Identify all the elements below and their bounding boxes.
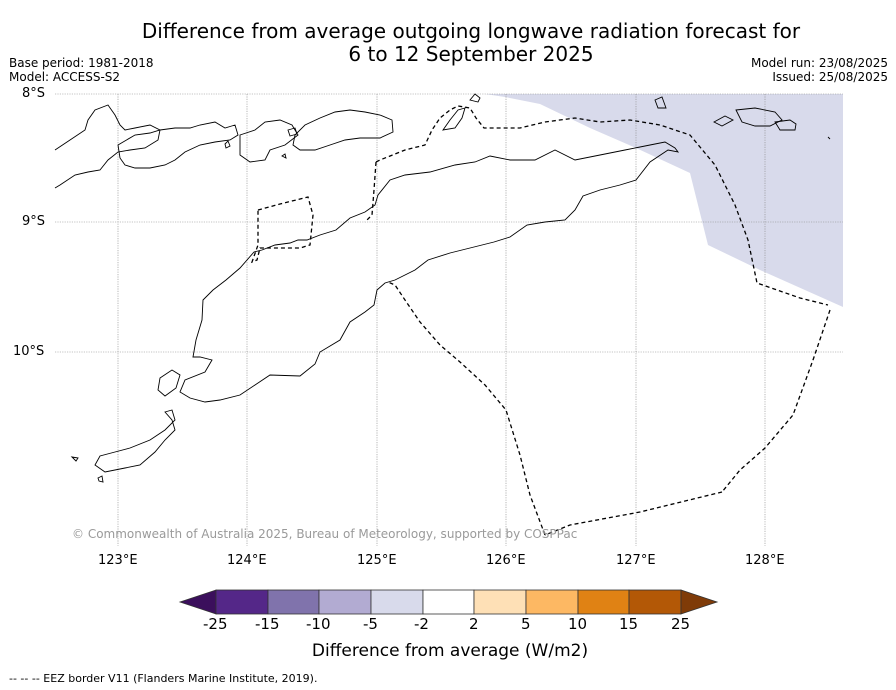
colorbar-tick: -25 — [203, 615, 228, 633]
lat-label-10s: 10°S — [13, 344, 45, 359]
colorbar-tick: 10 — [568, 615, 588, 633]
coastline-pantar — [239, 119, 299, 163]
colorbar — [178, 589, 719, 615]
eez-border-oecusse — [250, 196, 314, 264]
coastlines — [54, 93, 831, 483]
lon-label-126e: 126°E — [486, 553, 526, 568]
anomaly-shading-region — [485, 94, 843, 307]
lat-label-9s: 9°S — [22, 214, 46, 229]
copyright-notice: © Commonwealth of Australia 2025, Bureau… — [72, 527, 578, 541]
footnote-eez: -- -- -- EEZ border V11 (Flanders Marine… — [9, 672, 318, 685]
coastline-rote — [94, 409, 176, 473]
coastline-islet-a — [469, 93, 481, 103]
page-title: Difference from average outgoing longwav… — [0, 20, 896, 66]
colorbar-swatch-5 — [422, 589, 475, 615]
colorbar-extend-high — [680, 589, 719, 615]
colorbar-tick: -10 — [306, 615, 331, 633]
lat-label-8s: 8°S — [22, 86, 46, 101]
model-run-label: Model run: 23/08/2025 — [750, 56, 888, 70]
coastline-ndao — [70, 456, 79, 462]
lon-label-123e: 123°E — [98, 553, 138, 568]
colorbar-tick: 25 — [671, 615, 691, 633]
colorbar-swatch-7 — [525, 589, 579, 615]
colorbar-tick: 2 — [469, 615, 479, 633]
eez-border-north — [375, 105, 829, 306]
title-line-1: Difference from average outgoing longwav… — [141, 19, 801, 43]
colorbar-swatch-8 — [577, 589, 630, 615]
colorbar-tick: -15 — [255, 615, 280, 633]
coastline-lomblen — [117, 121, 239, 169]
eez-borders — [250, 105, 831, 536]
colorbar-swatch-1 — [215, 589, 269, 615]
coastline-flores-chain — [54, 104, 161, 189]
coastline-islet-f — [224, 140, 231, 149]
coastline-islet-e — [774, 119, 797, 131]
coastline-islet-g — [287, 127, 298, 137]
coastline-islet-i — [827, 136, 831, 140]
colorbar-tick: 15 — [619, 615, 639, 633]
coastline-timor — [179, 141, 680, 403]
coastline-semau — [157, 369, 181, 397]
lon-label-124e: 124°E — [227, 553, 267, 568]
colorbar-tick: 5 — [521, 615, 531, 633]
coastline-islet-b — [654, 96, 667, 109]
title-line-2: 6 to 12 September 2025 — [348, 42, 594, 66]
colorbar-swatch-6 — [473, 589, 527, 615]
coastline-alor — [292, 109, 394, 151]
lon-label-127e: 127°E — [616, 553, 656, 568]
colorbar-tick: -2 — [414, 615, 429, 633]
eez-border-timor-west — [364, 161, 377, 223]
coastline-islet-j — [97, 475, 104, 483]
colorbar-swatch-3 — [318, 589, 372, 615]
issued-label: Issued: 25/08/2025 — [772, 70, 888, 84]
colorbar-swatch-4 — [370, 589, 424, 615]
colorbar-swatch-9 — [628, 589, 682, 615]
base-period-label: Base period: 1981-2018 — [9, 56, 154, 70]
lon-label-125e: 125°E — [357, 553, 397, 568]
lon-label-128e: 128°E — [745, 553, 785, 568]
eez-border-south — [544, 491, 723, 536]
coastline-islet-h — [281, 153, 287, 159]
colorbar-tick: -5 — [363, 615, 378, 633]
eez-border-east — [721, 309, 831, 493]
coastline-wetar — [442, 107, 466, 131]
model-label: Model: ACCESS-S2 — [9, 70, 121, 84]
colorbar-title: Difference from average (W/m2) — [311, 641, 589, 661]
colorbar-swatch-2 — [267, 589, 320, 615]
coastline-islet-c — [713, 115, 734, 127]
colorbar-extend-low — [178, 589, 217, 615]
eez-border-west — [387, 281, 546, 536]
